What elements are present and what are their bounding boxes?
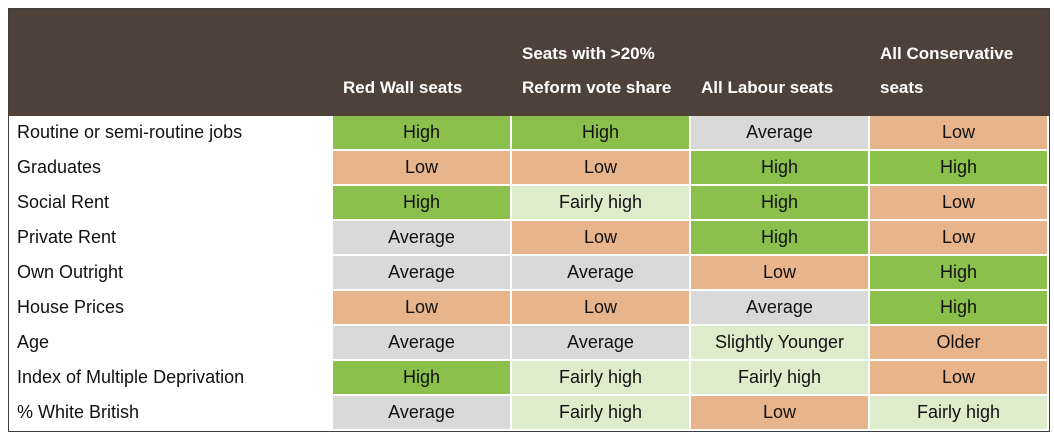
value-cell: Low: [510, 289, 691, 326]
value-cell: Low: [510, 149, 691, 186]
value-cell: High: [868, 254, 1049, 291]
row-label: House Prices: [9, 289, 333, 326]
table-row: Age Average Average Slightly Younger Older: [9, 324, 1049, 361]
value-cell: Slightly Younger: [689, 324, 870, 361]
value-cell: Low: [331, 289, 512, 326]
value-cell: Average: [331, 254, 512, 291]
value-cell: Low: [689, 254, 870, 291]
column-header: All Conservative seats: [868, 9, 1049, 116]
column-header: All Labour seats: [689, 9, 870, 116]
value-cell: High: [331, 184, 512, 221]
value-cell: Low: [868, 359, 1049, 396]
value-cell: Average: [510, 324, 691, 361]
value-cell: High: [689, 184, 870, 221]
value-cell: Average: [689, 114, 870, 151]
column-header: Red Wall seats: [331, 9, 512, 116]
row-label: Own Outright: [9, 254, 333, 291]
table-row: House Prices Low Low Average High: [9, 289, 1049, 326]
header-row: Red Wall seats Seats with >20% Reform vot…: [9, 9, 1049, 116]
value-cell: Low: [868, 184, 1049, 221]
value-cell: High: [689, 219, 870, 256]
table-row: Index of Multiple Deprivation High Fairly …: [9, 359, 1049, 396]
value-cell: High: [510, 114, 691, 151]
row-label: Social Rent: [9, 184, 333, 221]
value-cell: Low: [510, 219, 691, 256]
corner-cell: [9, 9, 333, 116]
value-cell: Average: [331, 394, 512, 431]
value-cell: High: [331, 114, 512, 151]
value-cell: Fairly high: [510, 184, 691, 221]
value-cell: Average: [689, 289, 870, 326]
table-row: Private Rent Average Low High Low: [9, 219, 1049, 256]
table-row: % White British Average Fairly high Low Fair…: [9, 394, 1049, 431]
value-cell: Fairly high: [510, 359, 691, 396]
value-cell: Average: [331, 219, 512, 256]
row-label: Private Rent: [9, 219, 333, 256]
value-cell: Average: [510, 254, 691, 291]
table-row: Graduates Low Low High High: [9, 149, 1049, 186]
value-cell: High: [331, 359, 512, 396]
value-cell: Low: [331, 149, 512, 186]
value-cell: Fairly high: [868, 394, 1049, 431]
value-cell: Older: [868, 324, 1049, 361]
value-cell: Low: [689, 394, 870, 431]
value-cell: High: [689, 149, 870, 186]
value-cell: High: [868, 289, 1049, 326]
row-label: Age: [9, 324, 333, 361]
table-row: Social Rent High Fairly high High Low: [9, 184, 1049, 221]
row-label: % White British: [9, 394, 333, 431]
table-body: Routine or semi-routine jobs High High Aver…: [9, 114, 1049, 431]
value-cell: Low: [868, 219, 1049, 256]
table-row: Own Outright Average Average Low High: [9, 254, 1049, 291]
value-cell: High: [868, 149, 1049, 186]
table-row: Routine or semi-routine jobs High High Aver…: [9, 114, 1049, 151]
value-cell: Average: [331, 324, 512, 361]
column-header: Seats with >20% Reform vote share: [510, 9, 691, 116]
value-cell: Fairly high: [689, 359, 870, 396]
comparison-table: Red Wall seats Seats with >20% Reform vot…: [9, 9, 1049, 431]
seat-comparison-table: Red Wall seats Seats with >20% Reform vot…: [8, 8, 1050, 432]
value-cell: Low: [868, 114, 1049, 151]
table-header: Red Wall seats Seats with >20% Reform vot…: [9, 9, 1049, 116]
row-label: Graduates: [9, 149, 333, 186]
value-cell: Fairly high: [510, 394, 691, 431]
row-label: Index of Multiple Deprivation: [9, 359, 333, 396]
row-label: Routine or semi-routine jobs: [9, 114, 333, 151]
